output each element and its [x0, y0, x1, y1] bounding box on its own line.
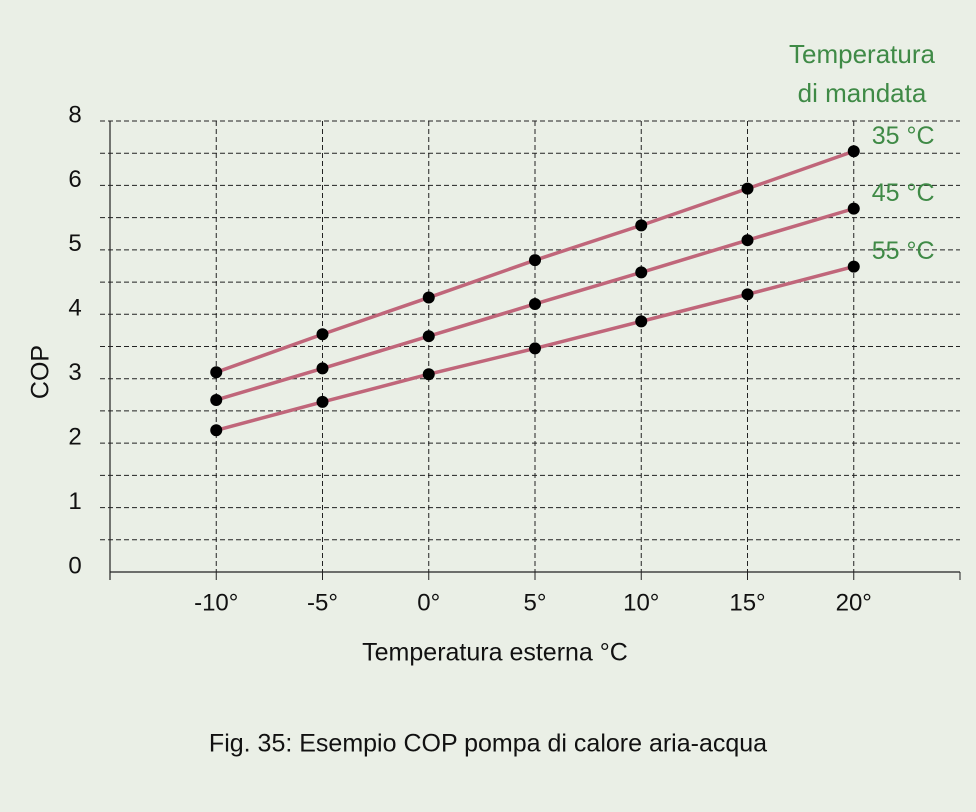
legend-title: Temperatura — [789, 39, 935, 69]
marker — [529, 297, 541, 310]
marker — [529, 342, 541, 355]
x-tick-label: -5° — [307, 589, 338, 616]
legend-title: di mandata — [798, 78, 927, 108]
x-axis-label: Temperatura esterna °C — [362, 639, 628, 667]
x-tick-label: 20° — [836, 589, 872, 616]
y-tick-label: 8 — [68, 101, 81, 128]
marker — [422, 330, 435, 343]
marker — [422, 368, 435, 381]
marker — [529, 254, 541, 267]
y-tick-label: 4 — [68, 295, 81, 322]
marker — [741, 234, 754, 247]
marker — [635, 266, 648, 279]
marker — [316, 328, 329, 341]
x-tick-label: 10° — [623, 589, 659, 616]
y-tick-label: 0 — [68, 552, 81, 579]
marker — [210, 393, 223, 406]
marker — [316, 395, 329, 408]
series-label: 35 °C — [872, 122, 935, 150]
y-axis-label: COP — [27, 345, 55, 399]
marker — [741, 182, 754, 195]
marker — [847, 260, 860, 273]
y-tick-label: 2 — [68, 423, 81, 450]
x-tick-label: 0° — [417, 589, 440, 616]
marker — [635, 315, 648, 328]
marker — [847, 145, 860, 158]
y-tick-label: 1 — [68, 488, 81, 515]
marker — [210, 424, 223, 437]
chart-title: Fig. 35: Esempio COP pompa di calore ari… — [209, 730, 767, 758]
x-tick-label: -10° — [194, 589, 238, 616]
marker — [847, 202, 860, 215]
x-tick-label: 5° — [524, 589, 547, 616]
marker — [422, 291, 435, 304]
x-tick-label: 15° — [729, 589, 765, 616]
y-tick-label: 6 — [68, 166, 81, 193]
series-label: 45 °C — [872, 179, 935, 207]
y-tick-label: 3 — [68, 359, 81, 386]
series-label: 55 °C — [872, 237, 935, 265]
marker — [635, 219, 648, 232]
marker — [210, 366, 223, 379]
y-tick-label: 5 — [68, 230, 81, 257]
marker — [741, 288, 754, 301]
marker — [316, 362, 329, 375]
